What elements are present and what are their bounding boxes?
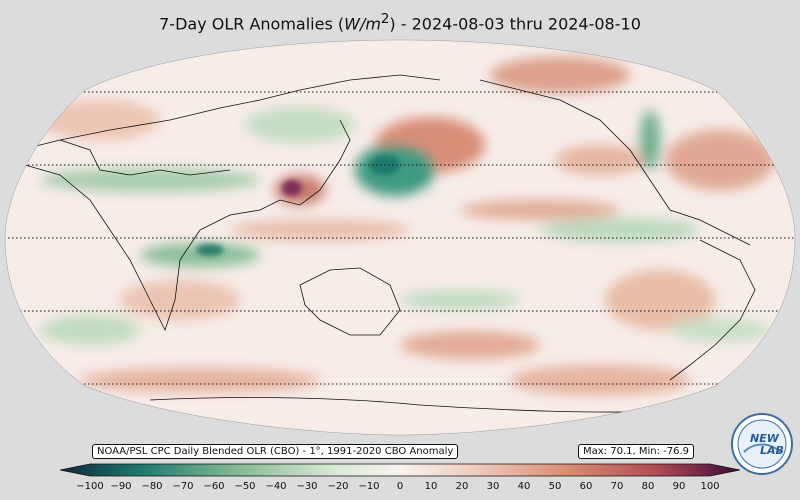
colorbar-ticks: −100 −90 −80 −70 −60 −50 −40 −30 −20 −10 0 10 20 30 40… <box>0 481 800 497</box>
colorbar-tick-label: 50 <box>548 481 562 492</box>
colorbar-tick-label: 70 <box>610 481 624 492</box>
colorbar-tick-label: −20 <box>327 481 349 492</box>
colorbar-tick-label: 20 <box>455 481 469 492</box>
colorbar-tick-label: −60 <box>203 481 225 492</box>
colorbar-tick-label: −90 <box>110 481 132 492</box>
colorbar-tick-label: 0 <box>396 481 404 492</box>
colorbar-tick-label: −30 <box>296 481 318 492</box>
logo-text-top: NEW <box>750 432 780 445</box>
colorbar-tick-label: 100 <box>700 481 720 492</box>
colorbar-tick-label: 30 <box>486 481 500 492</box>
logo-text-bottom: LAB <box>760 444 784 457</box>
colorbar-tick-label: −10 <box>358 481 380 492</box>
stats-label: Max: 70.1, Min: -76.9 <box>578 444 695 459</box>
source-label: NOAA/PSL CPC Daily Blended OLR (CBO) - 1… <box>92 444 459 459</box>
colorbar-tick-label: 10 <box>424 481 438 492</box>
colorbar-tick-label: −100 <box>76 481 104 492</box>
colorbar-tick-label: −50 <box>234 481 256 492</box>
globe-outline <box>4 39 796 436</box>
title-unit-exponent: 2 <box>380 12 390 27</box>
colorbar <box>60 463 740 477</box>
colorbar-tick-label: −80 <box>141 481 163 492</box>
anomaly-field <box>5 40 795 435</box>
colorbar-tick-label: −40 <box>265 481 287 492</box>
colorbar-tick-label: 80 <box>641 481 655 492</box>
title-unit: W/m <box>344 14 381 34</box>
title-prefix: 7-Day OLR Anomalies ( <box>159 14 345 34</box>
colorbar-tick-label: 90 <box>672 481 686 492</box>
anomaly-map <box>4 39 796 436</box>
title-suffix: ) - 2024-08-03 thru 2024-08-10 <box>389 14 641 34</box>
colorbar-tick-label: 60 <box>579 481 593 492</box>
map-title: 7-Day OLR Anomalies (W/m2) - 2024-08-03 … <box>0 12 800 33</box>
colorbar-tick-label: −70 <box>172 481 194 492</box>
psl-logo: NEW LAB <box>731 413 793 475</box>
colorbar-ramp <box>60 463 740 477</box>
colorbar-tick-label: 40 <box>517 481 531 492</box>
